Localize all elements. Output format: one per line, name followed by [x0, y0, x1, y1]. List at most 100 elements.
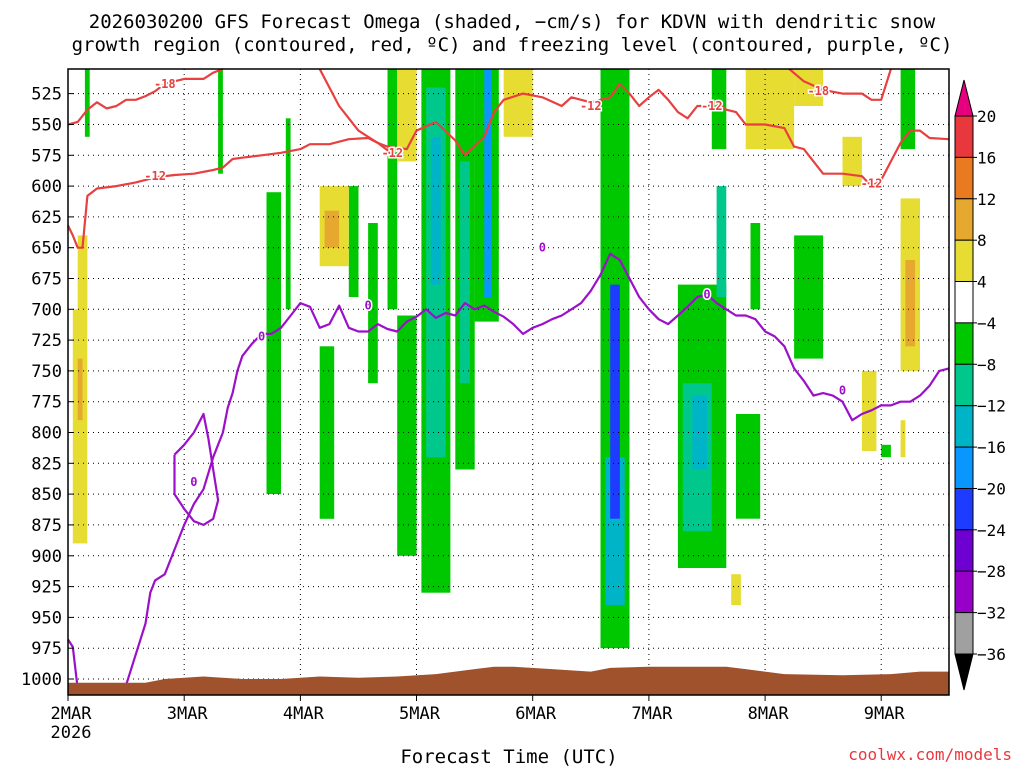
y-tick-label-875: 875	[31, 516, 62, 536]
contour-label-10: 0	[703, 288, 710, 302]
colorbar-band-13	[954, 612, 974, 655]
contour-line-3	[788, 68, 892, 101]
colorbar-label-1: 16	[977, 148, 996, 167]
colorbar-bottom-arrow	[954, 653, 974, 691]
y-tick-label-950: 950	[31, 608, 62, 628]
omega-shade-0	[84, 69, 90, 137]
colorbar-label-13: −36	[977, 645, 1006, 664]
contour-line-5	[173, 412, 220, 527]
omega-shade-21	[460, 161, 470, 384]
colorbar-label-11: −28	[977, 562, 1006, 581]
colorbar-label-6: −8	[977, 355, 996, 374]
omega-shade-41	[77, 358, 83, 421]
omega-shade-29	[72, 309, 88, 544]
y-tick-label-925: 925	[31, 578, 62, 598]
x-axis-year-label: 2026	[51, 723, 92, 743]
colorbar-band-5	[954, 281, 974, 324]
omega-shade-42	[324, 210, 340, 248]
y-tick-label-775: 775	[31, 393, 62, 413]
omega-shade-39	[900, 420, 906, 458]
colorbar-label-7: −12	[977, 397, 1006, 416]
contour-label-11: 0	[839, 384, 846, 398]
y-tick-label-650: 650	[31, 239, 62, 259]
colorbar-band-7	[954, 363, 974, 407]
chart-title-line-2: growth region (contoured, red, ºC) and f…	[72, 34, 953, 56]
omega-shade-30	[77, 235, 88, 310]
omega-shade-26	[692, 395, 707, 470]
x-axis-label: Forecast Time (UTC)	[400, 746, 617, 768]
y-tick-label-975: 975	[31, 639, 62, 659]
contour-label-4: -12	[580, 99, 602, 113]
contour-label-7: 0	[258, 329, 265, 343]
colorbar-label-5: −4	[977, 314, 996, 333]
colorbar-label-9: −20	[977, 480, 1006, 499]
colorbar-band-2	[954, 156, 974, 200]
contour-layer: -18 -18 -12 -12 -12 -12 -12 0 0 0 0 0 0	[67, 67, 950, 690]
plot-frame	[67, 68, 950, 696]
omega-shade-43	[905, 260, 916, 347]
omega-shade-33	[503, 69, 533, 137]
omega-shade-6	[368, 223, 378, 384]
omega-shade-8	[397, 315, 417, 556]
colorbar-top-arrow	[954, 79, 974, 117]
colorbar-band-6	[954, 322, 974, 365]
colorbar-label-10: −24	[977, 521, 1006, 540]
omega-shade-5	[348, 186, 359, 297]
y-tick-label-600: 600	[31, 177, 62, 197]
contour-label-12: 0	[190, 475, 197, 489]
x-tick-label-8MAR: 8MAR	[748, 704, 790, 724]
omega-shade-1	[218, 69, 223, 174]
x-tick-label-4MAR: 4MAR	[283, 704, 325, 724]
plot-area	[68, 69, 949, 695]
y-tick-label-675: 675	[31, 270, 62, 290]
y-tick-label-1000: 1000	[21, 670, 62, 690]
contour-label-0: -18	[154, 77, 176, 91]
y-tick-label-725: 725	[31, 331, 62, 351]
contour-label-1: -18	[807, 84, 829, 98]
omega-shade-14	[711, 69, 727, 150]
colorbar-band-8	[954, 405, 974, 448]
colorbar-band-12	[954, 570, 974, 614]
omega-shade-36	[842, 136, 862, 187]
contour-label-8: 0	[364, 299, 371, 313]
omega-shade-23	[716, 186, 727, 297]
colorbar-band-3	[954, 198, 974, 241]
contour-label-5: -12	[701, 99, 723, 113]
colorbar-band-9	[954, 446, 974, 490]
colorbar-band-10	[954, 488, 974, 531]
colorbar-band-11	[954, 529, 974, 572]
y-tick-label-550: 550	[31, 116, 62, 136]
y-axis: 525 550 575 600 625 650 675 700 725 750 775 800 825 8…	[21, 85, 74, 690]
omega-shade-4	[319, 346, 335, 519]
x-tick-label-6MAR: 6MAR	[515, 704, 557, 724]
omega-shade-19	[881, 444, 891, 458]
colorbar-label-2: 12	[977, 190, 996, 209]
colorbar: 20 16 12 8 4 −4 −8 −12 −16 −20 −24 −28 −32 −36	[954, 79, 1006, 691]
colorbar-band-4	[954, 239, 974, 283]
contour-label-3: -12	[381, 146, 403, 160]
chart-title-line-1: 2026030200 GFS Forecast Omega (shaded, −…	[89, 11, 936, 33]
y-tick-label-525: 525	[31, 85, 62, 105]
omega-shade-7	[387, 69, 398, 310]
contour-label-9: 0	[539, 241, 546, 255]
x-tick-label-9MAR: 9MAR	[864, 704, 906, 724]
omega-shade-27	[484, 69, 492, 297]
contour-line-2	[67, 67, 224, 126]
x-tick-label-5MAR: 5MAR	[399, 704, 441, 724]
omega-shade-2	[266, 192, 281, 495]
omega-shade-34	[745, 69, 795, 150]
colorbar-label-3: 8	[977, 231, 987, 250]
colorbar-label-0: 20	[977, 107, 996, 126]
colorbar-label-12: −32	[977, 604, 1006, 623]
colorbar-label-8: −16	[977, 438, 1006, 457]
contour-line-4	[67, 252, 950, 690]
omega-shade-28	[610, 284, 620, 519]
contour-line-1	[318, 68, 950, 188]
x-tick-label-3MAR: 3MAR	[167, 704, 209, 724]
credit-label: coolwx.com/models	[848, 745, 1012, 764]
y-tick-label-700: 700	[31, 300, 62, 320]
colorbar-label-4: 4	[977, 273, 987, 292]
x-tick-label-7MAR: 7MAR	[631, 704, 673, 724]
